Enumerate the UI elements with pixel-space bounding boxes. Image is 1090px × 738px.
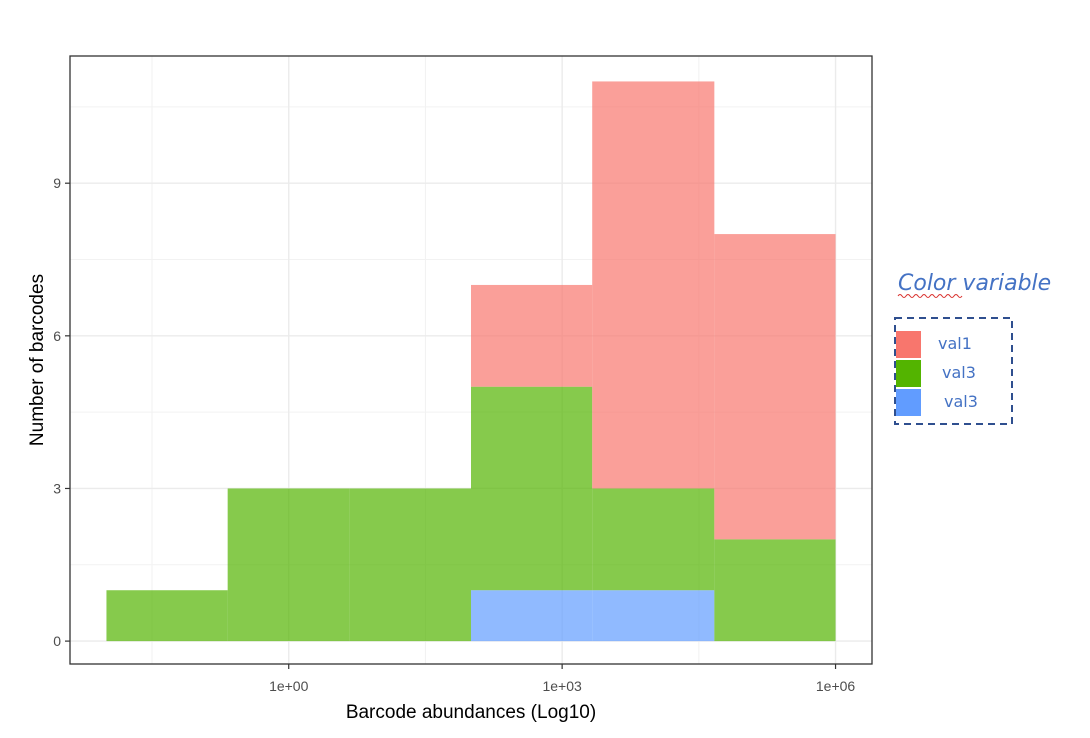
y-tick-label: 3 [53, 480, 61, 496]
histogram-bar-val3 [349, 488, 471, 642]
y-tick-label: 0 [53, 633, 61, 649]
histogram-bar-val3 [471, 386, 593, 591]
legend-swatch [896, 389, 921, 416]
axis-ticks: 1e+00 1e+03 1e+06 0 3 6 9 [53, 175, 855, 694]
legend-box [894, 317, 1013, 425]
legend-swatch [896, 360, 921, 387]
histogram-bar-val1 [471, 284, 593, 387]
x-axis-title: Barcode abundances (Log10) [346, 702, 596, 723]
legend-label: val1 [938, 334, 972, 353]
legend: Color variable val1 val3 val3 [894, 271, 1051, 425]
y-tick-label: 6 [53, 328, 61, 344]
x-tick-label: 1e+00 [269, 678, 309, 694]
y-tick-label: 9 [53, 175, 61, 191]
histogram-bars [106, 81, 836, 642]
legend-entries: val1 val3 val3 [896, 331, 978, 416]
spellcheck-underline [897, 294, 963, 298]
histogram-bar-val3 [106, 590, 228, 642]
x-tick-label: 1e+06 [816, 678, 856, 694]
legend-label: val3 [944, 392, 978, 411]
histogram-bar-val3 [592, 488, 715, 591]
histogram-bar-val3 [471, 590, 593, 642]
histogram-bar-val1 [714, 234, 836, 540]
histogram-bar-val1 [592, 81, 715, 489]
histogram-bar-val3 [227, 488, 350, 642]
legend-swatch [896, 331, 921, 358]
x-tick-label: 1e+03 [542, 678, 582, 694]
legend-label: val3 [942, 363, 976, 382]
histogram-bar-val3 [714, 539, 836, 642]
histogram-bar-val3 [592, 590, 715, 642]
plot-panel-border [69, 55, 873, 665]
y-axis-title: Number of barcodes [27, 274, 48, 446]
legend-title: Color variable [898, 271, 1051, 296]
